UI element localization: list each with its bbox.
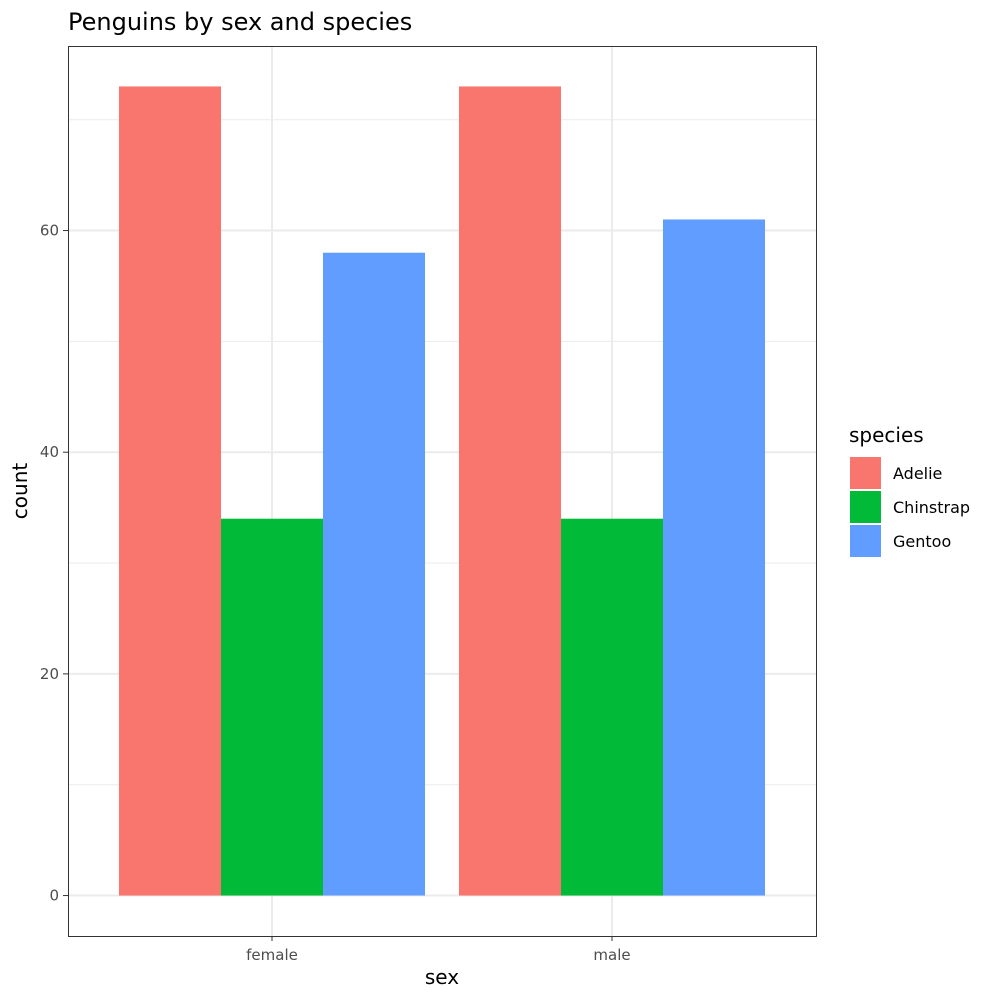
- bar-gentoo-female: [323, 252, 425, 896]
- plot-panel-border: [68, 46, 817, 937]
- legend-key-chinstrap: [850, 491, 881, 523]
- x-tick-label: female: [246, 946, 298, 964]
- bar-chinstrap-female: [221, 518, 323, 896]
- legend-label: Adelie: [893, 464, 942, 483]
- bar-gentoo-male: [663, 219, 765, 896]
- legend-title: species: [849, 423, 924, 447]
- legend: species Adelie Chinstrap Gentoo: [849, 423, 970, 558]
- chart-title: Penguins by sex and species: [68, 8, 412, 36]
- bar-chinstrap-male: [561, 518, 663, 896]
- bar-adelie-male: [459, 86, 561, 896]
- y-tick-label: 0: [49, 887, 59, 905]
- bars: [119, 86, 765, 896]
- legend-label: Chinstrap: [893, 498, 970, 517]
- y-tick-label: 60: [40, 222, 59, 240]
- y-tick-label: 40: [40, 443, 59, 461]
- legend-key-gentoo: [850, 525, 881, 557]
- y-tick-label: 20: [40, 665, 59, 683]
- legend-key-adelie: [850, 457, 881, 489]
- x-tick-label: male: [593, 946, 630, 964]
- y-axis: 0 20 40 60: [40, 222, 68, 905]
- x-axis: female male: [246, 936, 631, 964]
- bar-adelie-female: [119, 86, 221, 896]
- legend-label: Gentoo: [893, 532, 951, 551]
- y-axis-title: count: [8, 463, 32, 520]
- x-axis-title: sex: [425, 965, 459, 989]
